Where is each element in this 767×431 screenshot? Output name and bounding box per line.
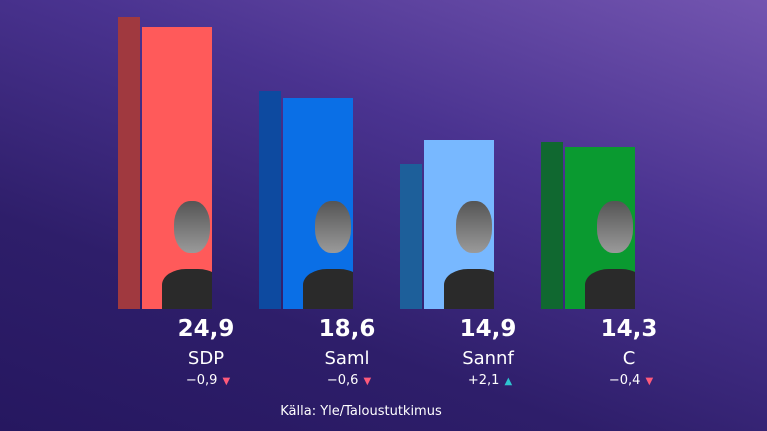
triangle-up-icon: ▲ (504, 376, 513, 387)
triangle-down-icon: ▼ (222, 376, 231, 387)
change-label-Sannf: +2,1 ▲ (420, 373, 560, 388)
bar-previous-C (541, 142, 563, 309)
portrait-photo (303, 200, 353, 309)
category-label-Sannf: Sannf (462, 348, 514, 369)
portrait-photo (162, 200, 212, 309)
bar-previous-SDP (118, 16, 140, 309)
category-label-Saml: Saml (324, 348, 370, 369)
value-label-Saml: 18,6 (318, 316, 376, 342)
source-note: Källa: Yle/Taloustutkimus (280, 404, 442, 419)
change-value: −0,6 (326, 373, 359, 388)
bar-current-C (565, 146, 635, 309)
triangle-down-icon: ▼ (363, 376, 372, 387)
value-label-SDP: 24,9 (177, 316, 235, 342)
triangle-down-icon: ▼ (645, 376, 654, 387)
change-value: −0,4 (608, 373, 641, 388)
value-label-Sannf: 14,9 (459, 316, 517, 342)
change-label-C: −0,4 ▼ (561, 373, 701, 388)
value-label-C: 14,3 (600, 316, 658, 342)
bar-current-SDP (142, 26, 212, 309)
bar-previous-Saml (259, 91, 281, 309)
category-label-C: C (622, 348, 636, 369)
change-label-Saml: −0,6 ▼ (279, 373, 419, 388)
change-value: −0,9 (185, 373, 218, 388)
bar-current-Saml (283, 98, 353, 309)
bar-current-Sannf (424, 140, 494, 309)
category-label-SDP: SDP (187, 348, 225, 369)
change-label-SDP: −0,9 ▼ (138, 373, 278, 388)
portrait-photo (585, 200, 635, 309)
bar-previous-Sannf (400, 163, 422, 309)
change-value: +2,1 (467, 373, 500, 388)
portrait-photo (444, 200, 494, 309)
